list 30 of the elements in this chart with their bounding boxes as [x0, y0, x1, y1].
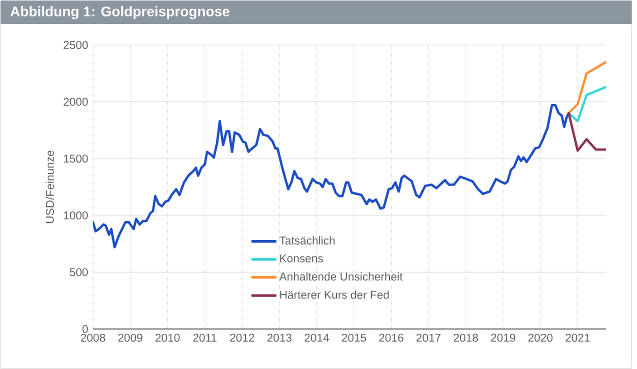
x-tick-label: 2021: [566, 334, 590, 342]
legend-label: Anhaltende Unsicherheit: [279, 272, 403, 281]
y-tick-label: 500: [70, 268, 88, 276]
x-tick-label: 2018: [454, 334, 478, 342]
y-tick-label: 2500: [64, 41, 88, 50]
legend-label: Konsens: [280, 254, 323, 262]
x-tick-label: 2009: [118, 334, 142, 342]
x-tick-label: 2013: [267, 334, 292, 342]
y-tick-label: 0: [82, 324, 88, 334]
chart-title: Abbildung 1: Goldpreisprognose: [10, 6, 230, 20]
line-series: [93, 104, 570, 248]
y-tick-label: 2000: [64, 98, 88, 106]
line-series: [568, 112, 606, 152]
y-tick-label: 1500: [64, 154, 88, 163]
x-tick-label: 2020: [528, 334, 553, 342]
line-series: [568, 60, 606, 114]
x-tick-label: 2019: [491, 334, 516, 342]
x-tick-label: 2016: [379, 334, 404, 342]
line-series: [568, 86, 606, 122]
x-tick-label: 2008: [80, 334, 106, 342]
x-tick-label: 2015: [342, 334, 366, 342]
y-tick-label: 1000: [64, 211, 88, 220]
y-axis-title: USD/Feinunze: [46, 150, 54, 223]
x-tick-label: 2011: [193, 334, 216, 342]
legend-label: Härterer Kurs der Fed: [280, 290, 389, 299]
x-tick-label: 2010: [156, 334, 180, 342]
x-tick-label: 2012: [230, 334, 254, 342]
x-tick-label: 2014: [304, 334, 329, 342]
x-tick-label: 2017: [416, 334, 441, 342]
legend-label: Tatsächlich: [280, 236, 335, 245]
